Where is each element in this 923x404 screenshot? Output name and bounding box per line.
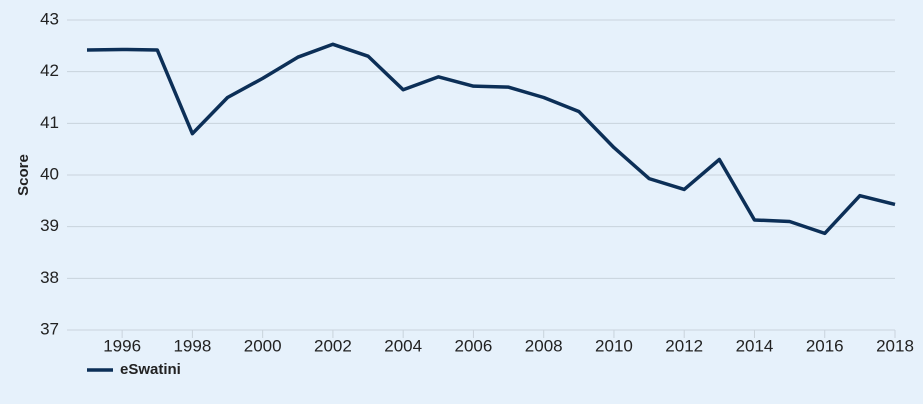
x-tick-label: 2016 — [806, 336, 844, 355]
x-tick-label: 2006 — [455, 336, 493, 355]
x-tick-label: 2014 — [736, 336, 774, 355]
x-tick-label: 2010 — [595, 336, 633, 355]
x-tick-label: 2002 — [314, 336, 352, 355]
y-tick-label: 38 — [40, 268, 59, 287]
y-tick-label: 37 — [40, 319, 59, 338]
y-tick-label: 42 — [40, 61, 59, 80]
x-tick-label: 1998 — [173, 336, 211, 355]
x-tick-label: 2008 — [525, 336, 563, 355]
y-tick-label: 40 — [40, 164, 59, 183]
y-tick-label: 43 — [40, 9, 59, 28]
y-axis-label: Score — [15, 154, 32, 196]
legend-label: eSwatini — [120, 361, 181, 378]
line-series — [86, 42, 896, 236]
x-tick-label: 2000 — [244, 336, 282, 355]
x-tick-label: 1996 — [103, 336, 141, 355]
x-tick-label: 2018 — [876, 336, 914, 355]
x-tick-label: 2012 — [665, 336, 703, 355]
y-tick-label: 39 — [40, 216, 59, 235]
y-tick-label: 41 — [40, 113, 59, 132]
x-tick-label: 2004 — [384, 336, 422, 355]
